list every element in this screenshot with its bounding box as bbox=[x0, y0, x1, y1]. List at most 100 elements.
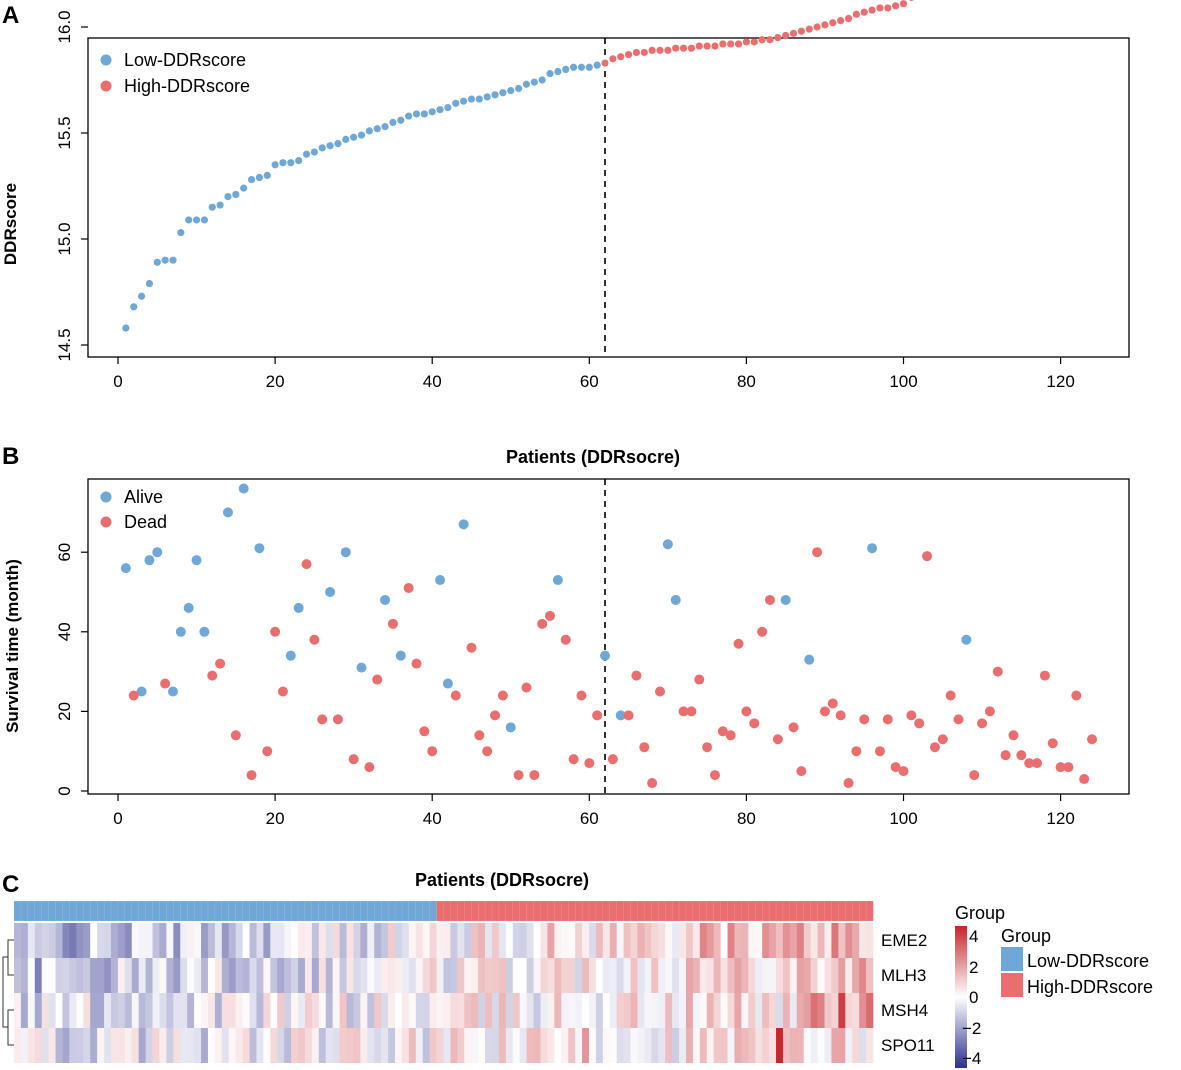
heatmap-cell-eme2 bbox=[651, 923, 659, 958]
heatmap-cell-eme2 bbox=[769, 923, 777, 958]
y-tick-label-a: 14.5 bbox=[55, 328, 74, 361]
heatmap-cell-msh4 bbox=[547, 993, 555, 1028]
alive-point bbox=[285, 650, 296, 661]
heatmap-cell-spo11 bbox=[644, 1028, 652, 1063]
heatmap-cell-mlh3 bbox=[166, 958, 174, 993]
heatmap-cell-eme2 bbox=[665, 923, 673, 958]
group-bar-cell bbox=[214, 900, 223, 922]
x-tick-label-a: 120 bbox=[1046, 372, 1074, 391]
heatmap-cell-mlh3 bbox=[588, 958, 597, 993]
heatmap-cell-eme2 bbox=[471, 923, 479, 958]
heatmap-cell-eme2 bbox=[630, 923, 638, 958]
heatmap-cell-mlh3 bbox=[325, 958, 333, 993]
heatmap-cell-msh4 bbox=[644, 993, 652, 1028]
heatmap-cell-spo11 bbox=[554, 1028, 562, 1063]
ddrscore-point bbox=[734, 40, 743, 48]
heatmap-cell-spo11 bbox=[346, 1028, 354, 1063]
heatmap-cell-mlh3 bbox=[706, 958, 714, 993]
heatmap-cell-mlh3 bbox=[214, 958, 223, 993]
dead-point bbox=[725, 730, 736, 741]
heatmap-cell-spo11 bbox=[658, 1028, 666, 1063]
heatmap-cell-msh4 bbox=[526, 993, 534, 1028]
dead-point bbox=[521, 682, 532, 693]
heatmap-cell-mlh3 bbox=[679, 958, 687, 993]
heatmap-cell-mlh3 bbox=[859, 958, 867, 993]
alive-point bbox=[167, 686, 178, 697]
heatmap-cell-mlh3 bbox=[443, 958, 451, 993]
group-bar-cell bbox=[117, 900, 126, 922]
alive-point bbox=[435, 575, 446, 586]
alive-point bbox=[183, 602, 194, 613]
group-bar-cell bbox=[145, 900, 153, 922]
group-bar-cell bbox=[173, 900, 181, 922]
heatmap-cell-spo11 bbox=[464, 1028, 472, 1063]
heatmap-cell-eme2 bbox=[436, 923, 444, 958]
heatmap-cell-mlh3 bbox=[228, 958, 236, 993]
heatmap-cell-spo11 bbox=[20, 1028, 29, 1063]
group-bar-cell bbox=[381, 900, 389, 922]
ddrscore-point bbox=[192, 216, 201, 224]
heatmap-cell-eme2 bbox=[311, 923, 320, 958]
heatmap-cell-mlh3 bbox=[55, 958, 63, 993]
heatmap-cell-msh4 bbox=[824, 993, 832, 1028]
group-bar-cell bbox=[228, 900, 237, 922]
heatmap-cell-msh4 bbox=[131, 993, 139, 1028]
dead-point bbox=[160, 678, 171, 689]
dendrogram-branch-bottom bbox=[7, 1009, 14, 1046]
legend-marker-low bbox=[100, 54, 112, 66]
heatmap-cell-mlh3 bbox=[110, 958, 119, 993]
group-bar-cell bbox=[346, 900, 354, 922]
legend-label-high: High-DDRscore bbox=[124, 76, 250, 96]
heatmap-cell-mlh3 bbox=[762, 958, 770, 993]
ddrscore-point bbox=[169, 256, 177, 264]
group-bar-cell bbox=[290, 900, 299, 922]
dead-point bbox=[215, 658, 226, 669]
heatmap-cell-spo11 bbox=[491, 1028, 500, 1063]
heatmap-cell-mlh3 bbox=[395, 958, 403, 993]
group-bar-cell bbox=[644, 900, 652, 922]
group-bar-cell bbox=[304, 900, 313, 922]
group-bar-cell bbox=[831, 900, 839, 922]
group-bar-cell bbox=[630, 900, 638, 922]
dead-point bbox=[1024, 758, 1035, 769]
ddrscore-point bbox=[797, 27, 805, 35]
group-bar-cell bbox=[360, 900, 368, 922]
dead-point bbox=[945, 690, 956, 701]
heatmap-cell-eme2 bbox=[48, 923, 56, 958]
heatmap-cell-eme2 bbox=[131, 923, 139, 958]
heatmap-cell-mlh3 bbox=[602, 958, 611, 993]
heatmap-cell-msh4 bbox=[457, 993, 465, 1028]
dead-point bbox=[1032, 758, 1043, 769]
dead-point bbox=[890, 762, 901, 773]
x-tick-label-b: 100 bbox=[889, 809, 917, 828]
dead-point bbox=[953, 714, 964, 725]
colorbar-tick-4: 4 bbox=[969, 927, 978, 946]
legend-marker-dead bbox=[100, 516, 112, 528]
group-bar-cell bbox=[270, 900, 278, 922]
ddrscore-point bbox=[216, 201, 224, 209]
group-bar-cell bbox=[249, 900, 257, 922]
group-bar-cell bbox=[221, 900, 230, 922]
heatmap-cell-mlh3 bbox=[796, 958, 805, 993]
x-tick-label-b: 60 bbox=[580, 809, 599, 828]
ddrscore-point bbox=[656, 46, 664, 54]
dead-point bbox=[230, 730, 241, 741]
heatmap-cell-eme2 bbox=[595, 923, 604, 958]
ddrscore-point bbox=[617, 53, 625, 61]
heatmap-cell-eme2 bbox=[332, 923, 340, 958]
group-bar-cell bbox=[457, 900, 465, 922]
heatmap-cell-mlh3 bbox=[692, 958, 701, 993]
heatmap-cell-spo11 bbox=[353, 1028, 361, 1063]
heatmap-cell-msh4 bbox=[859, 993, 867, 1028]
ddrscore-point bbox=[908, 0, 914, 1]
heatmap-cell-mlh3 bbox=[623, 958, 631, 993]
heatmap-cell-msh4 bbox=[318, 993, 327, 1028]
heatmap-cell-eme2 bbox=[62, 923, 70, 958]
y-tick-label-a: 15.0 bbox=[55, 222, 74, 255]
ddrscore-point bbox=[585, 63, 593, 71]
ddrscore-point bbox=[813, 23, 821, 31]
ddrscore-point bbox=[295, 156, 303, 165]
group-bar-cell bbox=[110, 900, 119, 922]
heatmap-cell-eme2 bbox=[235, 923, 243, 958]
group-bar-cell bbox=[55, 900, 63, 922]
